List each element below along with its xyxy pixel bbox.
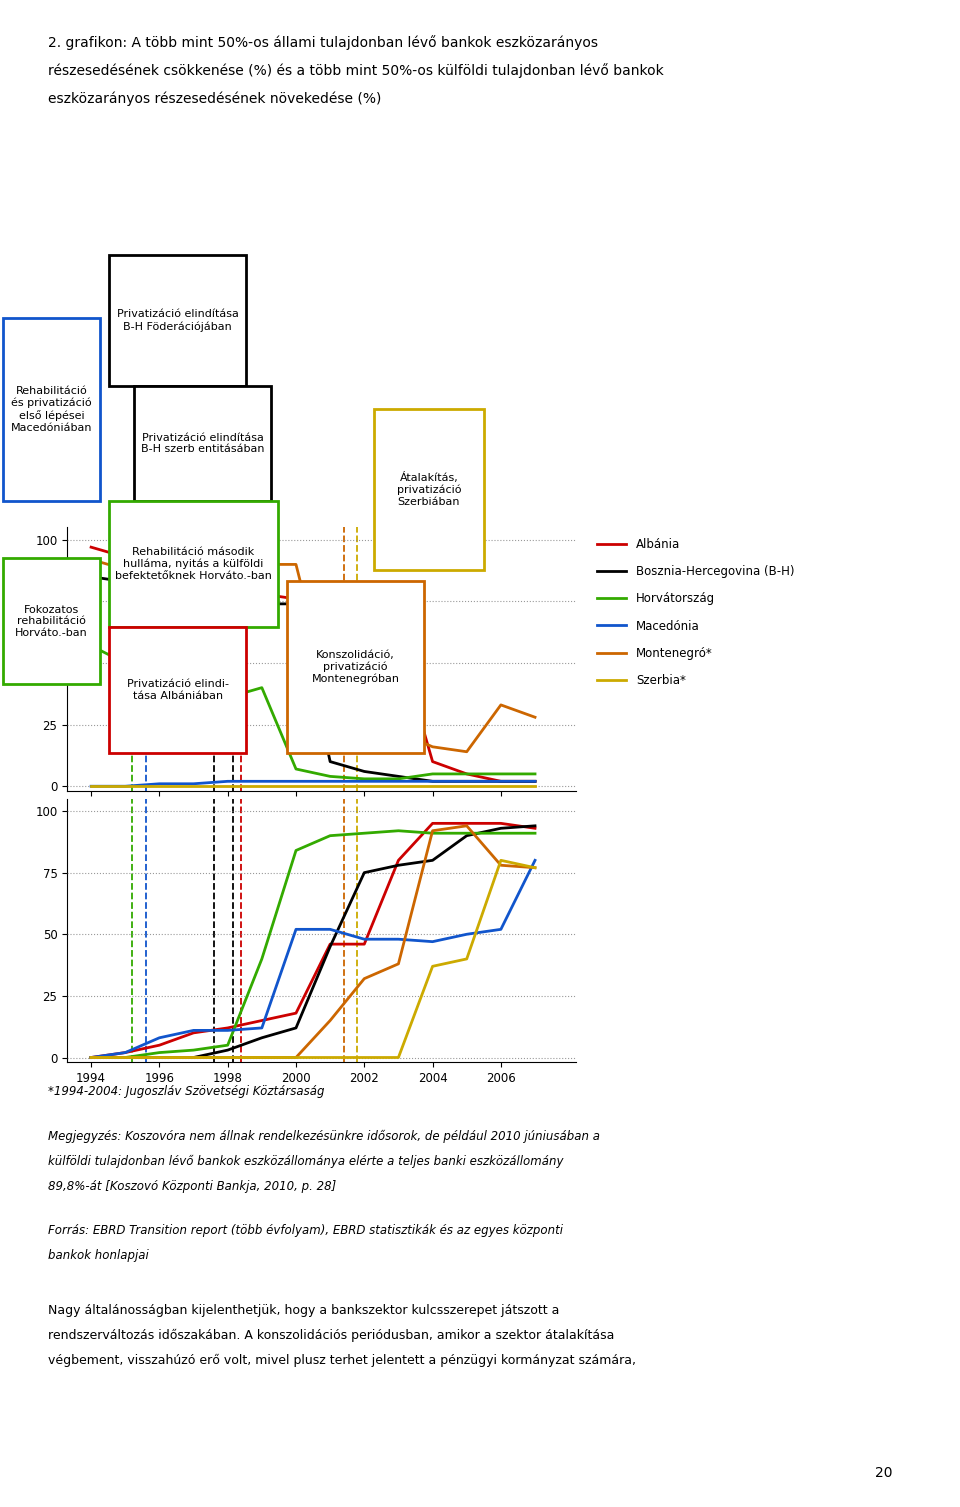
Text: 2. grafikon: A több mint 50%-os állami tulajdonban lévő bankok eszközarányos: 2. grafikon: A több mint 50%-os állami t… — [48, 35, 598, 50]
Text: Forrás: EBRD Transition report (több évfolyam), EBRD statisztikák és az egyes kö: Forrás: EBRD Transition report (több évf… — [48, 1224, 563, 1237]
Text: *1994-2004: Jugoszláv Szövetségi Köztársaság: *1994-2004: Jugoszláv Szövetségi Köztárs… — [48, 1085, 324, 1099]
Text: rendszerváltozás időszakában. A konszolidációs periódusban, amikor a szektor áta: rendszerváltozás időszakában. A konszoli… — [48, 1329, 614, 1341]
Text: Nagy általánosságban kijelenthetjük, hogy a bankszektor kulcsszerepet játszott a: Nagy általánosságban kijelenthetjük, hog… — [48, 1304, 560, 1317]
Text: 89,8%-át [Koszovó Központi Bankja, 2010, p. 28]: 89,8%-át [Koszovó Központi Bankja, 2010,… — [48, 1180, 336, 1192]
FancyBboxPatch shape — [287, 582, 424, 754]
Text: eszközarányos részesedésének növekedése (%): eszközarányos részesedésének növekedése … — [48, 92, 381, 107]
Text: Konszolidáció,
privatizáció
Montenegróban: Konszolidáció, privatizáció Montenegróba… — [312, 650, 399, 684]
Text: 20: 20 — [876, 1466, 893, 1480]
Text: Privatizáció elindi-
tása Albániában: Privatizáció elindi- tása Albániában — [127, 680, 228, 701]
Text: külföldi tulajdonban lévő bankok eszközállománya elérte a teljes banki eszközáll: külföldi tulajdonban lévő bankok eszközá… — [48, 1154, 564, 1168]
FancyBboxPatch shape — [109, 500, 277, 627]
Text: részesedésének csökkenése (%) és a több mint 50%-os külföldi tulajdonban lévő ba: részesedésének csökkenése (%) és a több … — [48, 63, 663, 78]
FancyBboxPatch shape — [3, 558, 100, 684]
FancyBboxPatch shape — [3, 318, 100, 500]
FancyBboxPatch shape — [109, 255, 247, 386]
Legend: Albánia, Bosznia-Hercegovina (B-H), Horvátország, Macedónia, Montenegró*, Szerbi: Albánia, Bosznia-Hercegovina (B-H), Horv… — [592, 533, 799, 692]
Text: bankok honlapjai: bankok honlapjai — [48, 1249, 149, 1263]
Text: Rehabilitáció második
hulláma, nyitás a külföldi
befektetőknek Horváto.-ban: Rehabilitáció második hulláma, nyitás a … — [115, 547, 272, 580]
Text: Privatizáció elindítása
B-H Föderációjában: Privatizáció elindítása B-H Föderációjáb… — [117, 309, 239, 332]
Text: Átalakítás,
privatizáció
Szerbiában: Átalakítás, privatizáció Szerbiában — [396, 472, 461, 506]
Text: végbement, visszahúzó erő volt, mivel plusz terhet jelentett a pénzügyi kormányz: végbement, visszahúzó erő volt, mivel pl… — [48, 1353, 636, 1367]
Text: Privatizáció elindítása
B-H szerb entitásában: Privatizáció elindítása B-H szerb entitá… — [141, 433, 265, 455]
FancyBboxPatch shape — [374, 410, 484, 570]
FancyBboxPatch shape — [134, 386, 272, 500]
Text: Megjegyzés: Koszovóra nem állnak rendelkezésünkre idősorok, de például 2010 júni: Megjegyzés: Koszovóra nem állnak rendelk… — [48, 1130, 600, 1142]
FancyBboxPatch shape — [109, 627, 247, 754]
Text: Fokozatos
rehabilitáció
Horváto.-ban: Fokozatos rehabilitáció Horváto.-ban — [15, 604, 88, 637]
Text: Rehabilitáció
és privatizáció
első lépései
Macedóniában: Rehabilitáció és privatizáció első lépés… — [11, 386, 92, 433]
